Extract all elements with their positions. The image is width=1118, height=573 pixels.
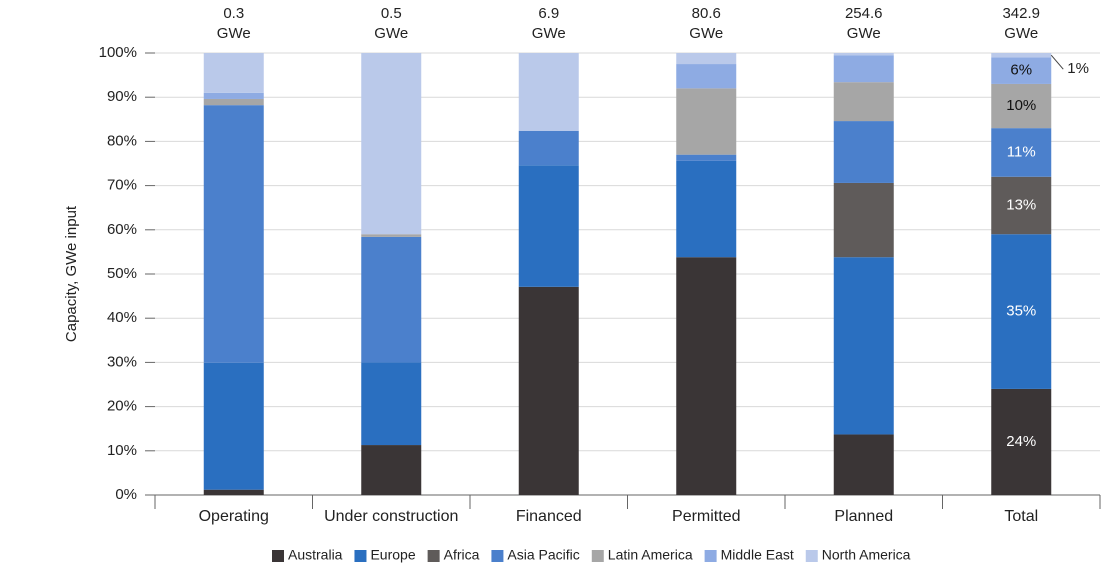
legend-swatch [427,550,440,562]
data-label: 35% [1006,303,1036,320]
bar-segment [361,234,422,237]
legend-swatch [491,550,504,562]
y-tick-label: 100% [99,44,137,61]
legend-label: Australia [288,547,343,563]
bar-segment [833,55,894,83]
bar-segment [361,362,422,446]
y-tick-label: 0% [115,486,137,503]
bar-segment [676,64,737,89]
bar-segment [203,53,264,93]
bar-total: 342.9 [1002,5,1040,22]
bar-total: 80.6 [692,5,721,22]
y-tick-label: 70% [107,177,137,194]
legend-label: Middle East [721,547,794,563]
y-axis-title: Capacity, GWe input [63,205,80,342]
bar-segment [361,445,422,495]
legend-label: Asia Pacific [507,547,579,563]
bar-segment [676,53,737,65]
bar-segment [203,362,264,490]
data-label: 1% [1067,60,1089,77]
bar-segment [833,53,894,56]
legend-swatch [272,550,284,562]
bar-segment [833,121,894,183]
bar-segment [676,88,737,155]
data-label: 10% [1006,97,1036,114]
bar-segment [361,236,422,363]
data-label: 13% [1006,196,1036,213]
label-leader [1050,54,1064,70]
x-tick-label: Financed [516,508,582,525]
bar-total: 0.3 [223,5,244,22]
bar-segment [991,388,1052,495]
bar-segment [676,154,737,161]
bar-total: 254.6 [845,5,883,22]
bar-segment [203,92,264,99]
legend-swatch [354,550,367,562]
bar-segment [203,105,264,363]
bar-segment [518,286,579,495]
y-tick-label: 10% [107,442,137,459]
legend-swatch [591,550,604,562]
bar-segment [833,182,894,258]
bar-total: 0.5 [381,5,402,22]
legend-swatch [805,550,818,562]
data-label: 6% [1010,62,1032,79]
bar-segment [833,434,894,495]
bar-segment [676,160,737,258]
bar-total-unit: GWe [847,25,881,42]
x-tick-label: Operating [199,508,269,525]
bar-segment [991,176,1052,235]
bar-segment [991,57,1052,84]
bar-total: 6.9 [538,5,559,22]
bar-segment [991,83,1052,129]
y-tick-label: 40% [107,309,137,326]
y-tick-label: 30% [107,353,137,370]
x-tick-label: Permitted [672,508,740,525]
y-tick-label: 80% [107,132,137,149]
bar-segment [518,165,579,287]
bar-segment [518,130,579,166]
x-tick-label: Under construction [324,508,458,525]
bar-total-unit: GWe [1004,25,1038,42]
bar-segment [991,234,1052,389]
legend-swatch [704,550,717,562]
bar-segment [518,53,579,131]
x-tick-label: Total [1004,508,1038,525]
bar-total-unit: GWe [374,25,408,42]
y-tick-label: 90% [107,88,137,105]
x-tick-label: Planned [834,508,893,525]
bar-segment [991,128,1052,177]
bar-total-unit: GWe [217,25,251,42]
legend-label: Europe [370,547,415,563]
bar-segment [203,98,264,106]
bar-total-unit: GWe [689,25,723,42]
legend-label: Latin America [608,547,693,563]
bar-total-unit: GWe [532,25,566,42]
y-tick-label: 50% [107,265,137,282]
data-label: 24% [1006,433,1036,450]
bar-segment [676,257,737,495]
bar-segment [203,489,264,495]
data-label: 11% [1007,143,1036,160]
y-tick-label: 20% [107,398,137,415]
legend-label: North America [822,547,911,563]
bar-segment [361,53,422,235]
bar-segment [991,53,1052,58]
bar-segment [833,257,894,435]
bar-segment [833,82,894,122]
legend-label: Africa [444,547,480,563]
y-tick-label: 60% [107,221,137,238]
